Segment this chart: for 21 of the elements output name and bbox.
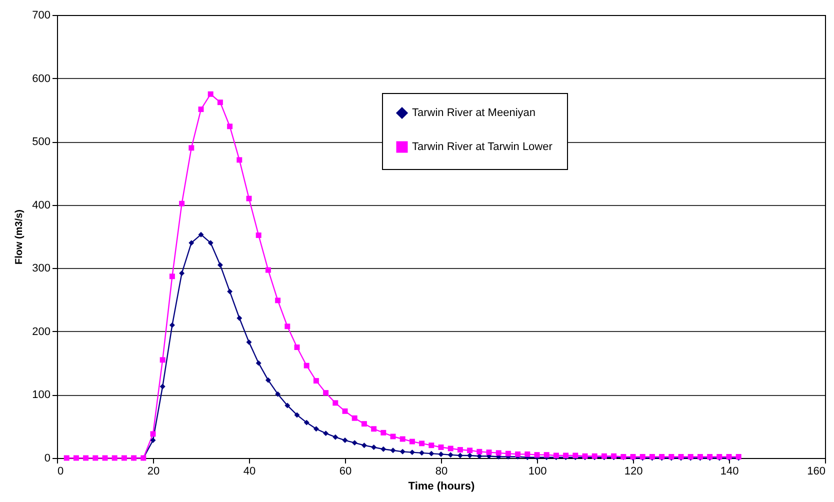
legend-label: Tarwin River at Meeniyan (412, 107, 536, 119)
x-tick-label: 120 (624, 466, 643, 478)
x-tick-label: 140 (720, 466, 739, 478)
x-tick-label: 60 (339, 466, 352, 478)
y-axis-title: Flow (m3/s) (14, 209, 26, 265)
x-tick-label: 80 (435, 466, 448, 478)
y-tick-label: 600 (32, 72, 50, 85)
x-tick-label: 160 (807, 466, 826, 478)
x-tick-label: 40 (243, 466, 256, 478)
y-tick-label: 700 (32, 10, 50, 22)
y-tick-label: 400 (32, 199, 50, 212)
legend-label: Tarwin River at Tarwin Lower (412, 141, 553, 153)
y-tick-label: 300 (32, 262, 50, 275)
y-tick-label: 200 (32, 326, 50, 338)
x-axis-title: Time (hours) (408, 480, 476, 492)
x-tick-label: 20 (147, 466, 160, 478)
y-tick-label: 100 (32, 389, 50, 402)
x-tick-label: 100 (528, 466, 547, 478)
y-tick-label: 500 (32, 136, 50, 148)
x-tick-label: 0 (58, 466, 64, 478)
y-tick-label: 0 (44, 452, 50, 464)
